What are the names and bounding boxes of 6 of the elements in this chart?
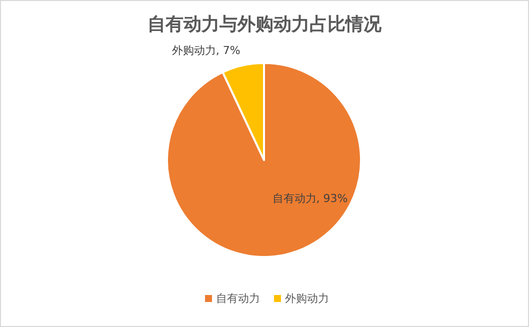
chart-title: 自有动力与外购动力占比情况 [148, 14, 382, 35]
legend-label: 外购动力 [285, 292, 329, 305]
data-label: 外购动力, 7% [172, 44, 240, 57]
pie-slice [166, 62, 362, 258]
legend-label: 自有动力 [216, 292, 260, 305]
data-label: 自有动力, 93% [272, 192, 348, 205]
